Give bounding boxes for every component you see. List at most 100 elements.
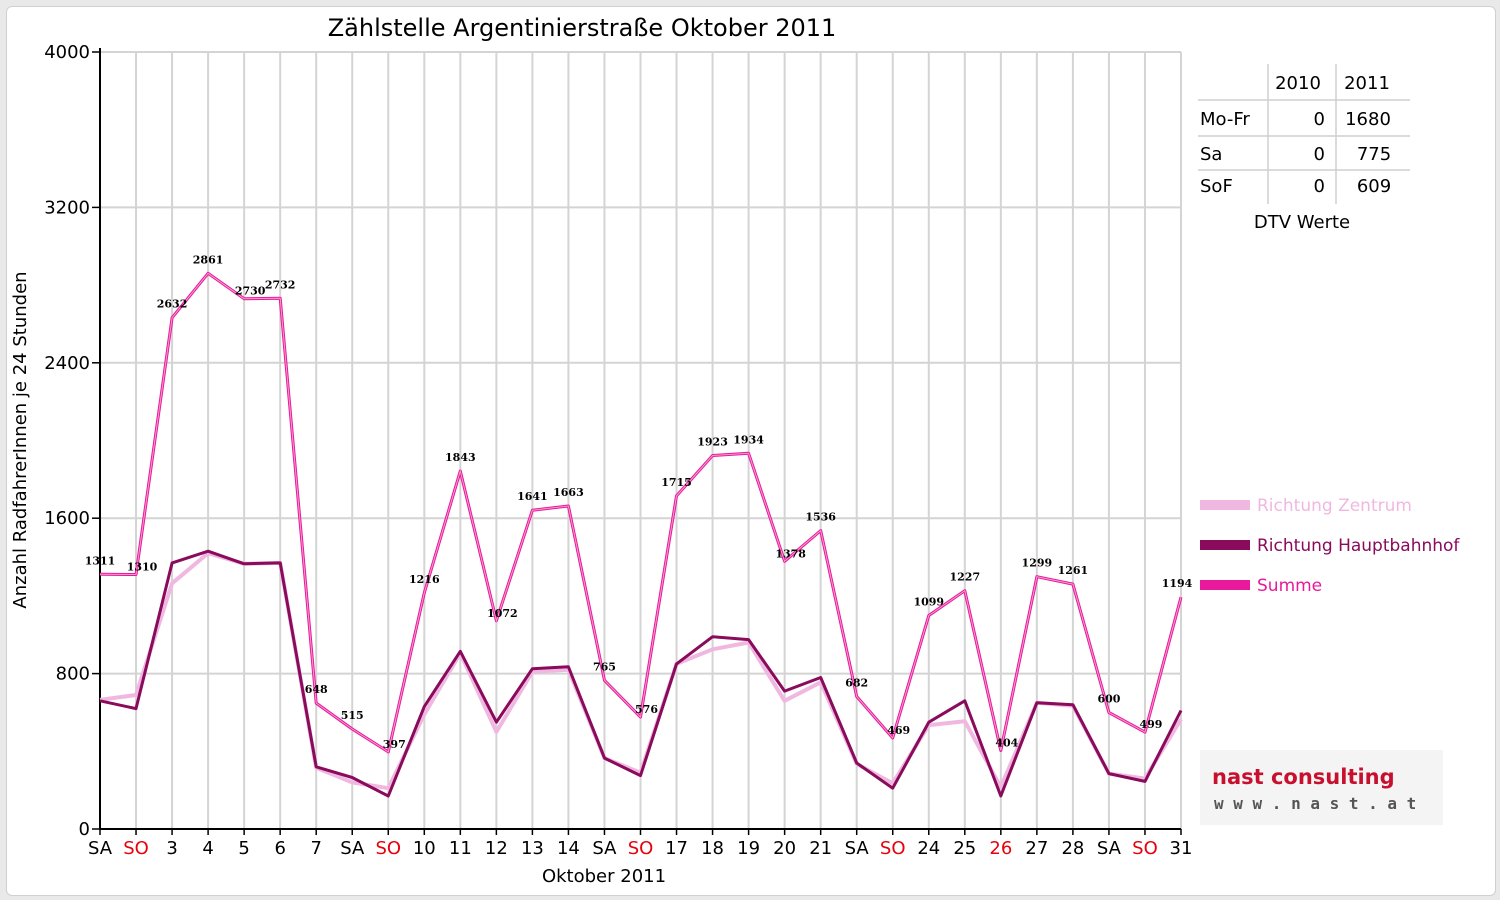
data-label: 1378 [775,547,806,560]
x-tick-label: SA [845,838,870,859]
chart-frame [6,6,1496,896]
series-lines [99,271,1183,798]
table-cell: 0 [1314,176,1325,197]
legend-swatch-hauptbahnhof [1200,540,1250,550]
data-label: 2861 [193,253,224,266]
logo-url: w w w . n a s t . a t [1214,794,1416,813]
x-axis-label: Oktober 2011 [542,866,666,887]
x-tick-label: 4 [202,838,213,859]
table-cell: 0 [1314,109,1325,130]
x-tick-label: 3 [166,838,177,859]
x-tick-label: 6 [274,838,285,859]
dtv-table: 2010 2011 Mo-Fr 0 1680 Sa 0 775 SoF 0 60… [1198,64,1410,233]
x-tick-label: SO [1132,838,1158,859]
data-label: 1299 [1022,557,1053,570]
data-label: 576 [635,703,658,716]
y-tick-label: 2400 [44,353,90,374]
data-label: 515 [341,709,364,722]
x-tick-label: 11 [449,838,472,859]
x-tick-label: 12 [485,838,508,859]
x-tick-label: SA [88,838,113,859]
data-label: 1072 [487,607,518,620]
data-label: 2732 [265,278,296,291]
x-tick-label: 18 [701,838,724,859]
table-header-2011: 2011 [1344,73,1390,94]
data-label: 1194 [1162,577,1193,590]
series-line-summe-highlight [99,272,1182,753]
data-label: 1311 [85,554,116,567]
legend-label-summe: Summe [1257,576,1322,596]
data-label: 499 [1139,718,1162,731]
x-tick-label: 10 [413,838,436,859]
x-tick-label: SO [628,838,654,859]
table-cell: 609 [1357,176,1391,197]
data-label: 1641 [517,490,548,503]
legend: Richtung Zentrum Richtung Hauptbahnhof S… [1200,496,1460,596]
legend-label-zentrum: Richtung Zentrum [1257,496,1412,516]
x-tick-label: 28 [1061,838,1084,859]
table-cell: 1680 [1345,109,1391,130]
data-label: 1934 [733,433,764,446]
data-label: 682 [845,677,868,690]
table-row-label: SoF [1200,176,1233,197]
x-tick-label: 14 [557,838,580,859]
table-row-label: Sa [1200,144,1222,165]
y-tick-label: 0 [79,819,90,840]
data-label: 1923 [697,435,728,448]
data-label: 1536 [805,511,836,524]
y-axis-ticks: 0 800 1600 2400 3200 4000 [44,42,100,840]
y-tick-label: 3200 [44,197,90,218]
logo-name: nast consulting [1212,765,1395,789]
data-label: 1843 [445,451,476,464]
x-tick-label: 27 [1025,838,1048,859]
y-tick-label: 4000 [44,42,90,63]
x-tick-label: 13 [521,838,544,859]
x-axis-ticks: SA SO 3 4 5 6 7 SA SO 10 11 12 13 14 SA SO 17 18 19 20 21 SA S… [88,829,1192,859]
series-line-hauptbahnhof [99,549,1183,798]
table-cell: 0 [1314,144,1325,165]
data-label: 397 [383,738,406,751]
x-tick-label: 31 [1170,838,1193,859]
x-tick-label: SA [592,838,617,859]
x-tick-label: 26 [989,838,1012,859]
x-tick-label: 21 [809,838,832,859]
x-tick-label: SO [880,838,906,859]
data-label: 469 [887,724,910,737]
legend-swatch-summe [1200,580,1250,590]
table-row-label: Mo-Fr [1200,109,1250,130]
y-tick-label: 1600 [44,508,90,529]
data-label: 2632 [157,298,188,311]
x-tick-label: SO [123,838,149,859]
data-label: 1715 [661,476,692,489]
data-label: 648 [305,683,328,696]
data-labels: 1311 1310 2632 2861 2730 2732 648 515 397 1216 184… [85,253,1193,751]
nast-consulting-logo: nast consulting w w w . n a s t . a t [1200,750,1443,825]
x-tick-label: 19 [737,838,760,859]
grid [100,51,1182,829]
data-label: 1227 [949,571,980,584]
table-caption: DTV Werte [1254,212,1350,233]
y-axis-label: Anzahl RadfahrerInnen je 24 Stunden [10,271,31,608]
data-label: 765 [593,660,616,673]
data-label: 1663 [553,486,584,499]
data-label: 2730 [235,285,266,298]
data-label: 1310 [127,561,158,574]
data-label: 404 [995,737,1018,750]
x-tick-label: 7 [310,838,321,859]
x-tick-label: 25 [953,838,976,859]
table-cell: 775 [1357,144,1391,165]
x-tick-label: SO [375,838,401,859]
data-label: 600 [1097,692,1120,705]
data-label: 1099 [913,596,944,609]
x-tick-label: SA [340,838,365,859]
x-tick-label: 24 [917,838,940,859]
legend-swatch-zentrum [1200,500,1250,510]
table-header-2010: 2010 [1275,73,1321,94]
data-label: 1216 [409,573,440,586]
x-tick-label: 5 [238,838,249,859]
y-tick-label: 800 [56,664,90,685]
x-tick-label: 20 [773,838,796,859]
x-tick-label: 17 [665,838,688,859]
legend-label-hauptbahnhof: Richtung Hauptbahnhof [1257,536,1460,556]
